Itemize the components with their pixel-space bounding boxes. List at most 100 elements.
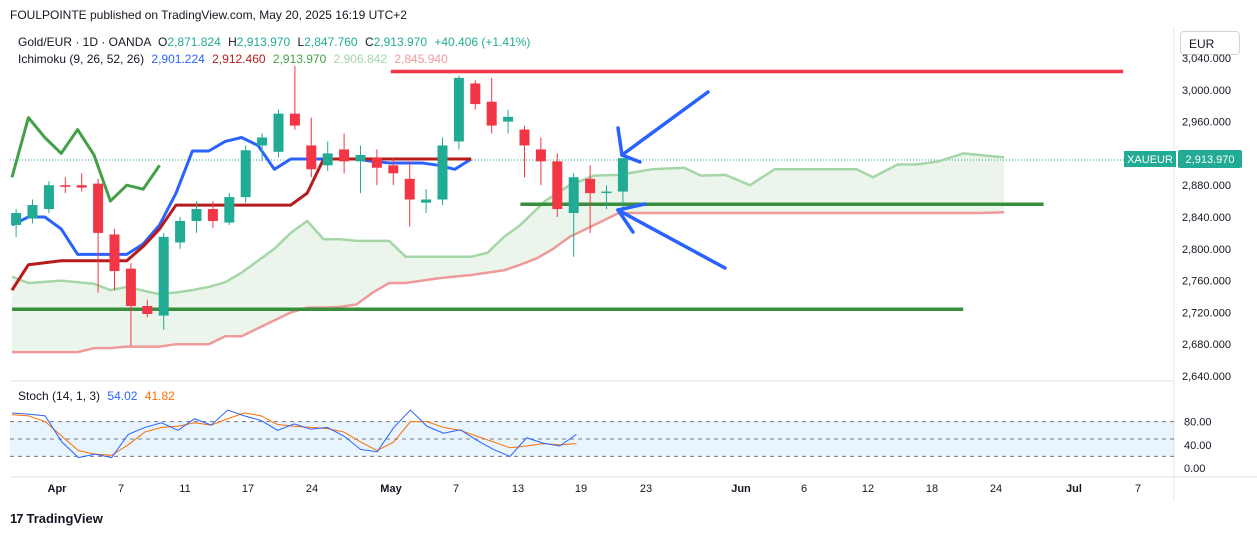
conversion-line — [11, 136, 472, 256]
time-tick-label: Jun — [731, 483, 751, 495]
candle-body — [224, 197, 235, 223]
price-tag-bg — [1178, 150, 1242, 168]
candle-body — [175, 220, 186, 243]
candle-body — [355, 154, 366, 162]
price-tag-value: 2,913.970 — [1186, 154, 1235, 166]
price-tick-label: 3,000.000 — [1182, 85, 1231, 97]
time-tick-label: Apr — [48, 483, 68, 495]
price-tick-label: 2,800.000 — [1182, 244, 1231, 256]
candle-body — [421, 199, 432, 203]
time-tick-label: 24 — [306, 483, 318, 495]
candle-body — [371, 157, 382, 168]
time-tick-label: 13 — [512, 483, 524, 495]
candle-body — [289, 113, 300, 126]
price-tag-symbol-bg — [1124, 151, 1176, 167]
time-tick-label: 17 — [242, 483, 254, 495]
ichimoku-conversion-value: 2,901.224 — [151, 52, 205, 66]
stoch-tick-label: 0.00 — [1184, 463, 1205, 475]
stoch-tick-label: 80.00 — [1184, 417, 1212, 429]
candle-body — [519, 129, 530, 146]
candle-body — [470, 83, 481, 105]
stoch-d-line — [11, 412, 577, 456]
stoch-pane: 80.00 40.00 0.00 — [10, 409, 1212, 475]
lagging-span — [10, 116, 161, 203]
candle-body — [585, 178, 596, 194]
high-value: 2,913.970 — [236, 35, 291, 49]
candle-body — [453, 77, 464, 142]
symbol-title: Gold/EUR · 1D · OANDA — [18, 35, 151, 49]
candle-body — [109, 234, 120, 272]
horizontal-levels — [12, 69, 1124, 311]
price-tick-label: 3,040.000 — [1182, 53, 1231, 65]
leading-span-b — [12, 210, 1005, 354]
arrow-lower-shaft — [616, 208, 727, 270]
price-axis: 3,040.0003,000.0002,960.0002,920.0002,88… — [1182, 53, 1231, 383]
arrow-upper-shaft — [620, 90, 710, 157]
price-tick-label: 2,880.000 — [1182, 180, 1231, 192]
arrow-lower-head-a — [616, 202, 647, 212]
publisher-line: FOULPOINTE published on TradingView.com,… — [10, 8, 407, 22]
price-tag-symbol: XAUEUR — [1127, 154, 1173, 166]
candle-body — [568, 177, 579, 214]
time-tick-label: 6 — [801, 483, 807, 495]
candle-body — [486, 101, 497, 126]
tv-brand: TradingView — [26, 511, 103, 526]
candle-body — [207, 209, 218, 221]
candle-body — [125, 268, 136, 307]
stoch-d-value: 41.82 — [144, 389, 175, 403]
ichimoku-leadB-value: 2,845.940 — [394, 52, 448, 66]
stoch-legend[interactable]: Stoch (14, 1, 3) 54.02 41.82 — [18, 389, 175, 403]
candle-body — [191, 209, 202, 221]
stoch-k-line — [11, 409, 577, 459]
currency-button[interactable]: EUR — [1180, 31, 1240, 55]
candle-body — [273, 113, 284, 152]
close-label: C — [364, 35, 374, 49]
time-tick-label: 11 — [179, 483, 190, 495]
candle-body — [27, 205, 38, 219]
annotation-arrows — [616, 90, 727, 270]
candle-body — [240, 150, 251, 198]
time-tick-label: 19 — [575, 483, 587, 495]
ichimoku-label: Ichimoku (9, 26, 52, 26) — [18, 52, 145, 66]
stoch-tick-label: 40.00 — [1184, 440, 1212, 452]
ichimoku-lagging-value: 2,913.970 — [272, 52, 327, 66]
candle-body — [11, 213, 22, 225]
stoch-k-value: 54.02 — [107, 389, 138, 403]
candle-body — [93, 183, 104, 233]
arrow-upper-head-a — [616, 126, 624, 157]
candle-body — [76, 185, 87, 188]
candle-body — [535, 149, 546, 162]
low-value: 2,847.760 — [304, 35, 358, 49]
arrow-lower-head-b — [616, 208, 635, 234]
candle-body — [617, 158, 628, 192]
candle-body — [158, 236, 169, 316]
time-tick-label: 24 — [990, 483, 1002, 495]
low-label: L — [297, 35, 305, 49]
price-tag: XAUEUR 2,913.970 — [1124, 150, 1242, 168]
price-tick-label: 2,960.000 — [1182, 117, 1231, 129]
ichimoku-lines — [10, 116, 1005, 354]
tradingview-logo[interactable]: 17 TradingView — [10, 511, 103, 526]
time-tick-label: Jul — [1066, 483, 1082, 495]
candle-body — [257, 137, 268, 146]
price-chart[interactable]: 3,040.0003,000.0002,960.0002,920.0002,88… — [0, 0, 1257, 510]
candle-body — [322, 153, 333, 166]
candlesticks — [11, 65, 628, 346]
symbol-legend[interactable]: Gold/EUR · 1D · OANDA O2,871.824 H2,913.… — [18, 35, 530, 49]
arrow-upper-head-b — [620, 153, 642, 164]
ichimoku-leadA-value: 2,906.842 — [333, 52, 388, 66]
open-label: O — [158, 35, 168, 49]
ichimoku-legend[interactable]: Ichimoku (9, 26, 52, 26) 2,901.224 2,912… — [18, 52, 448, 66]
candle-body — [306, 145, 317, 170]
time-tick-label: 7 — [1135, 483, 1141, 495]
candle-body — [43, 185, 54, 210]
leading-span-a — [11, 152, 1005, 296]
candle-body — [601, 191, 612, 194]
stoch-band — [10, 421, 1174, 457]
time-tick-label: 7 — [453, 483, 459, 495]
price-tick-label: 2,640.000 — [1182, 371, 1231, 383]
time-tick-label: 7 — [118, 483, 124, 495]
price-tick-label: 2,680.000 — [1182, 339, 1231, 351]
candle-body — [142, 306, 153, 314]
stoch-label: Stoch (14, 1, 3) — [18, 389, 101, 403]
